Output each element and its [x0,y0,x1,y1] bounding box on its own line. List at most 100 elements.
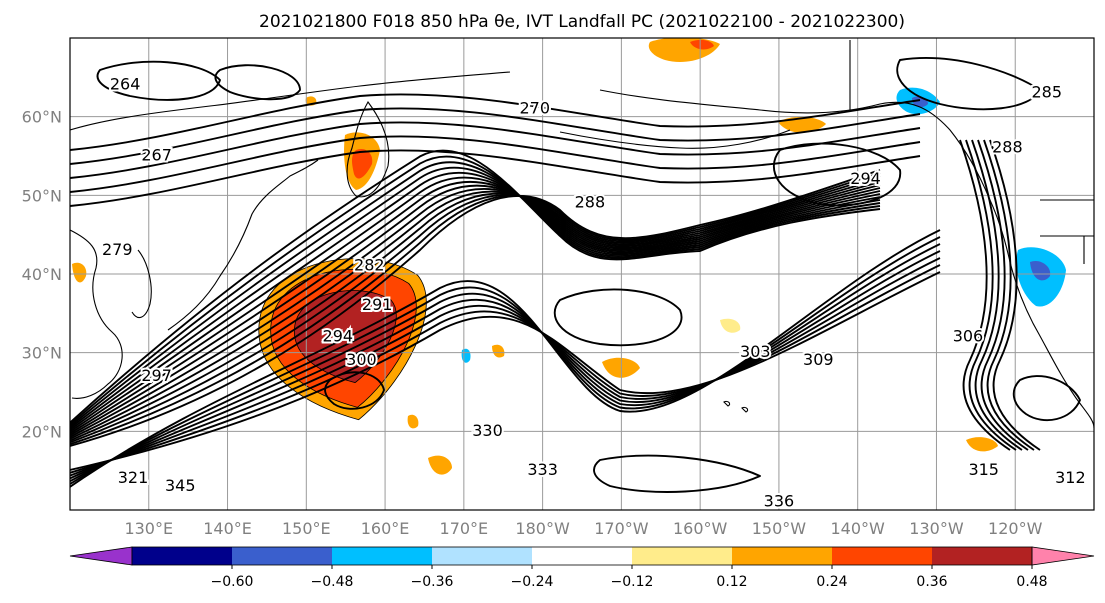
contour-label: 282 [354,256,385,275]
contour-label: 264 [110,75,141,94]
theta-e-contour [70,149,921,207]
colorbar-tick-label: −0.24 [511,574,554,590]
lat-tick-label: 40°N [22,265,62,284]
contour-label: 288 [575,193,606,212]
lon-tick-label: 140°E [203,519,252,538]
siberia-coastline [70,71,511,131]
contour-label: 288 [992,138,1023,157]
lon-tick-label: 150°E [282,519,331,538]
theta-e-contour [959,139,1011,451]
lat-tick-label: 60°N [22,108,62,127]
pc-anomaly-patch [352,148,373,179]
lat-tick-label: 30°N [22,344,62,363]
theta-e-contour [773,142,901,207]
lon-tick-label: 120°W [988,519,1043,538]
map-frame [69,37,1095,511]
contour-label: 333 [527,460,558,479]
map-panel: 264 267 270 279 282 288 291 294 294 297 300 303 306 3… [70,38,1094,511]
canada-border [849,40,1094,264]
theta-e-contour [70,121,921,179]
theta-e-contour [553,288,683,347]
colorbar-segment [232,547,333,565]
pc-anomaly-patch [720,318,741,333]
colorbar-segment [932,547,1033,565]
colorbar: −0.60 −0.48 −0.36 −0.24 −0.12 0.12 0.24 0.36 0.4… [69,546,1095,590]
lon-tick-label: 170°E [440,519,489,538]
theta-e-contour [324,371,385,410]
theta-e-contour [70,149,881,424]
lon-tick-label: 140°W [831,519,886,538]
contour-label: 345 [165,476,196,495]
pc-anomaly-patch [778,116,826,133]
lon-tick-label: 130°W [909,519,964,538]
colorbar-tick-label: −0.60 [211,574,254,590]
latitude-tick-labels: 60°N 50°N 40°N 30°N 20°N [22,108,62,442]
chart-title: 2021021800 F018 850 hPa θe, IVT Landfall… [259,12,905,32]
contour-label: 285 [1031,83,1062,102]
north-america-west-coast [1009,261,1094,429]
pc-anomaly-patch [407,414,419,429]
colorbar-segment [832,547,933,565]
colorbar-tick-label: −0.36 [411,574,454,590]
theta-e-contour [70,93,921,151]
colorbar-segment [132,547,233,565]
lat-tick-label: 20°N [22,422,62,441]
theta-e-contour [70,229,941,488]
theta-e-contour [896,57,1041,111]
contour-label: 297 [141,366,172,385]
colorbar-tick-label: −0.12 [611,574,654,590]
contour-label: 306 [953,326,984,345]
contour-label: 291 [362,295,393,314]
colorbar-extend-low [69,546,133,566]
colorbar-tick-label: 0.36 [916,574,947,590]
contour-label: 279 [102,240,133,259]
pc-anomaly-patch [492,344,505,358]
lat-tick-label: 50°N [22,186,62,205]
pc-anomaly-patch [428,455,452,475]
lon-tick-label: 150°W [752,519,807,538]
aleutian-islands [559,129,791,149]
pc-anomaly-patch [72,262,87,283]
colorbar-extend-high [1031,546,1095,566]
lon-tick-label: 180°W [515,519,570,538]
pc-anomaly-patch [690,39,714,50]
theta-e-contour [989,139,1041,451]
colorbar-tick-label: 0.48 [1016,574,1047,590]
contour-label: 300 [346,350,377,369]
kamchatka-coastline [346,101,390,198]
theta-e-contour [977,139,1029,451]
japan-coastline [167,159,319,331]
contour-label: 294 [323,326,354,345]
pc-anomaly-patch [461,348,471,363]
pc-anomaly-patch [966,437,998,452]
colorbar-segment [732,547,833,565]
theta-e-contour [965,139,1017,451]
colorbar-tick-label: 0.12 [716,574,747,590]
contour-label: 267 [141,146,172,165]
contour-label: 294 [850,169,881,188]
lon-tick-label: 160°W [673,519,728,538]
theta-e-contour [70,271,941,471]
theta-e-contour [214,64,301,101]
colorbar-tick-label: −0.48 [311,574,354,590]
contour-label: 309 [803,350,834,369]
contour-label: 330 [472,421,503,440]
theta-e-contours [70,57,1081,493]
theta-e-contour [983,139,1035,451]
contour-label: 321 [118,468,149,487]
contour-label: 336 [764,492,795,511]
theta-e-contour [70,107,921,165]
lon-tick-label: 170°W [594,519,649,538]
lon-tick-label: 160°E [361,519,410,538]
contour-label: 315 [968,460,999,479]
theta-e-contour [593,454,761,493]
theta-e-contour [971,139,1023,451]
contour-labels: 264 267 270 279 282 288 291 294 294 297 300 303 306 3… [100,73,1088,511]
hawaii-islands [723,400,749,413]
colorbar-frame [131,546,1033,566]
pc-anomaly-patch [1030,260,1051,281]
colorbar-segment [532,547,633,565]
theta-e-contour [96,60,221,101]
longitude-tick-labels: 130°E 140°E 150°E 160°E 170°E 180°W 170°W 160°W… [124,519,1042,538]
